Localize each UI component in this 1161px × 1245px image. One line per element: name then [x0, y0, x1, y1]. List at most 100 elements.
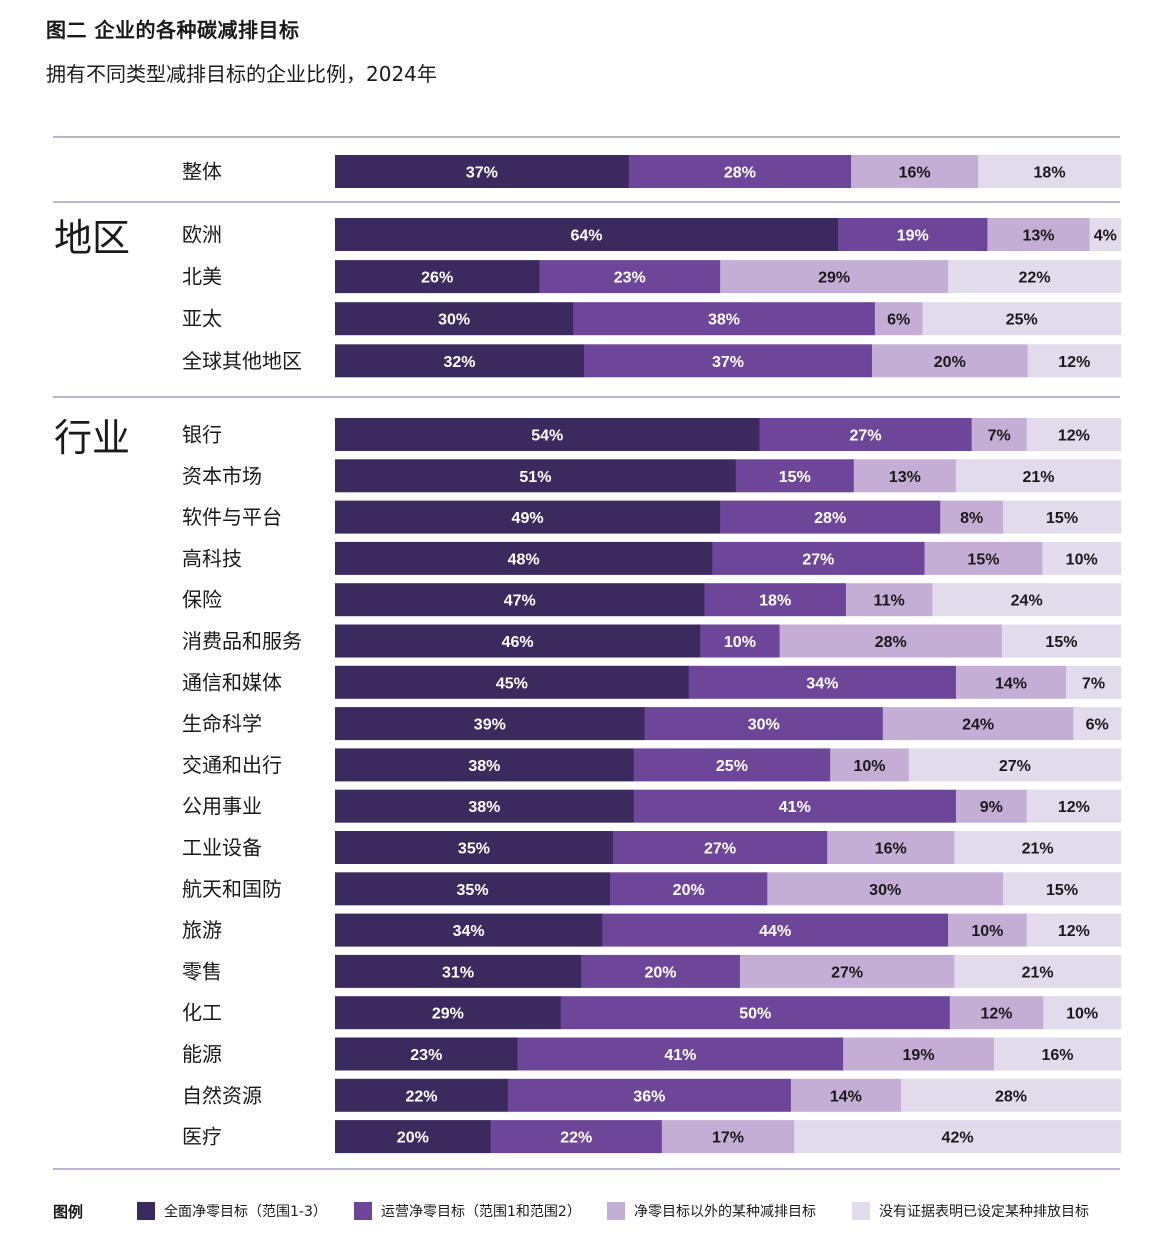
data-label: 31%	[442, 964, 474, 981]
bar-segment-operational-net-zero	[517, 1037, 844, 1071]
bar-segment-no-evidence	[978, 155, 1122, 188]
row-label: 欧洲	[182, 223, 222, 247]
data-label: 14%	[830, 1088, 862, 1105]
bar-segment-no-evidence	[1003, 872, 1122, 906]
bar-segment-full-net-zero	[335, 665, 689, 699]
data-label: 8%	[960, 510, 983, 527]
data-label: 12%	[1058, 428, 1090, 445]
data-label: 23%	[410, 1047, 442, 1064]
bar-segment-operational-net-zero	[838, 218, 988, 251]
bar-segment-operational-net-zero	[735, 459, 855, 493]
data-label: 7%	[1082, 675, 1105, 692]
bar-segment-other-target	[843, 1037, 995, 1071]
bar-segment-other-target	[874, 302, 923, 336]
bar-segment-full-net-zero	[335, 541, 713, 575]
data-label: 16%	[899, 165, 931, 182]
row-label: 旅游	[182, 918, 222, 942]
data-label: 32%	[443, 354, 475, 371]
data-label: 27%	[802, 551, 834, 568]
data-label: 37%	[712, 354, 744, 371]
bar-segment-no-evidence	[1003, 500, 1122, 534]
data-label: 30%	[748, 717, 780, 734]
data-label: 15%	[1046, 882, 1078, 899]
bar-segment-no-evidence	[954, 831, 1122, 864]
data-label: 16%	[1041, 1047, 1073, 1064]
bar-segment-no-evidence	[1027, 344, 1122, 378]
data-label: 42%	[942, 1130, 974, 1147]
bar-segment-other-target	[739, 954, 955, 988]
bar-segment-other-target	[971, 418, 1027, 451]
row-label: 亚太	[182, 307, 222, 331]
data-label: 34%	[453, 923, 485, 940]
data-label: 24%	[1011, 593, 1043, 610]
data-label: 38%	[468, 799, 500, 816]
bar-segment-other-target	[987, 218, 1090, 251]
data-label: 37%	[466, 165, 498, 182]
bar-segment-no-evidence	[955, 459, 1122, 493]
row-label: 公用事业	[182, 794, 262, 818]
data-label: 29%	[432, 1006, 464, 1023]
bar-segment-full-net-zero	[335, 1037, 518, 1071]
bar-segment-other-target	[924, 541, 1043, 575]
data-label: 39%	[474, 717, 506, 734]
data-label: 14%	[995, 675, 1027, 692]
data-label: 13%	[889, 469, 921, 486]
bar-segment-operational-net-zero	[720, 500, 941, 534]
data-label: 49%	[512, 510, 544, 527]
bar-segment-no-evidence	[932, 583, 1122, 617]
data-label: 45%	[496, 675, 528, 692]
bar-segment-no-evidence	[900, 1078, 1122, 1112]
data-label: 28%	[724, 165, 756, 182]
bar-segment-full-net-zero	[335, 218, 839, 251]
row-label: 医疗	[182, 1125, 222, 1149]
data-label: 10%	[1066, 1006, 1098, 1023]
bar-segment-no-evidence	[1089, 218, 1122, 251]
data-label: 12%	[1058, 354, 1090, 371]
data-label: 27%	[704, 841, 736, 858]
bar-segment-other-target	[853, 459, 957, 493]
bar-segment-no-evidence	[922, 302, 1122, 336]
row-label: 化工	[182, 1001, 222, 1025]
data-label: 41%	[664, 1047, 696, 1064]
data-label: 20%	[934, 354, 966, 371]
data-label: 17%	[712, 1130, 744, 1147]
bar-segment-other-target	[661, 1120, 795, 1154]
bar-segment-other-target	[790, 1078, 902, 1112]
bar-segment-no-evidence	[1026, 913, 1122, 947]
data-label: 50%	[739, 1006, 771, 1023]
data-label: 48%	[508, 551, 540, 568]
row-label: 北美	[182, 265, 222, 289]
data-label: 10%	[724, 634, 756, 651]
bar-segment-full-net-zero	[335, 748, 634, 782]
bar-segment-full-net-zero	[335, 1078, 509, 1112]
legend: 图例 全面净零目标（范围1-3） 运营净零目标（范围1和范围2） 净零目标以外的…	[0, 1196, 1161, 1226]
data-label: 23%	[614, 270, 646, 287]
data-label: 10%	[1066, 551, 1098, 568]
data-label: 21%	[1022, 469, 1054, 486]
data-label: 15%	[1046, 510, 1078, 527]
legend-swatch	[607, 1202, 625, 1220]
data-label: 15%	[1045, 634, 1077, 651]
data-label: 29%	[818, 270, 850, 287]
data-label: 24%	[962, 717, 994, 734]
data-label: 11%	[874, 593, 905, 610]
data-label: 19%	[897, 228, 929, 245]
bar-segment-other-target	[948, 913, 1027, 947]
data-label: 20%	[645, 964, 677, 981]
bar-segment-other-target	[827, 831, 955, 864]
data-label: 21%	[1022, 841, 1054, 858]
data-label: 7%	[988, 428, 1011, 445]
data-label: 21%	[1022, 964, 1054, 981]
data-label: 25%	[716, 758, 748, 775]
data-label: 20%	[397, 1130, 429, 1147]
bar-segment-other-target	[779, 624, 1003, 658]
bar-segment-operational-net-zero	[633, 748, 831, 782]
data-label: 30%	[438, 312, 470, 329]
bar-segment-no-evidence	[908, 748, 1122, 782]
data-label: 38%	[468, 758, 500, 775]
data-label: 13%	[1022, 228, 1054, 245]
row-label: 保险	[182, 588, 222, 612]
bar-segment-full-net-zero	[335, 1120, 491, 1154]
data-label: 15%	[779, 469, 811, 486]
bar-segment-operational-net-zero	[628, 155, 852, 188]
